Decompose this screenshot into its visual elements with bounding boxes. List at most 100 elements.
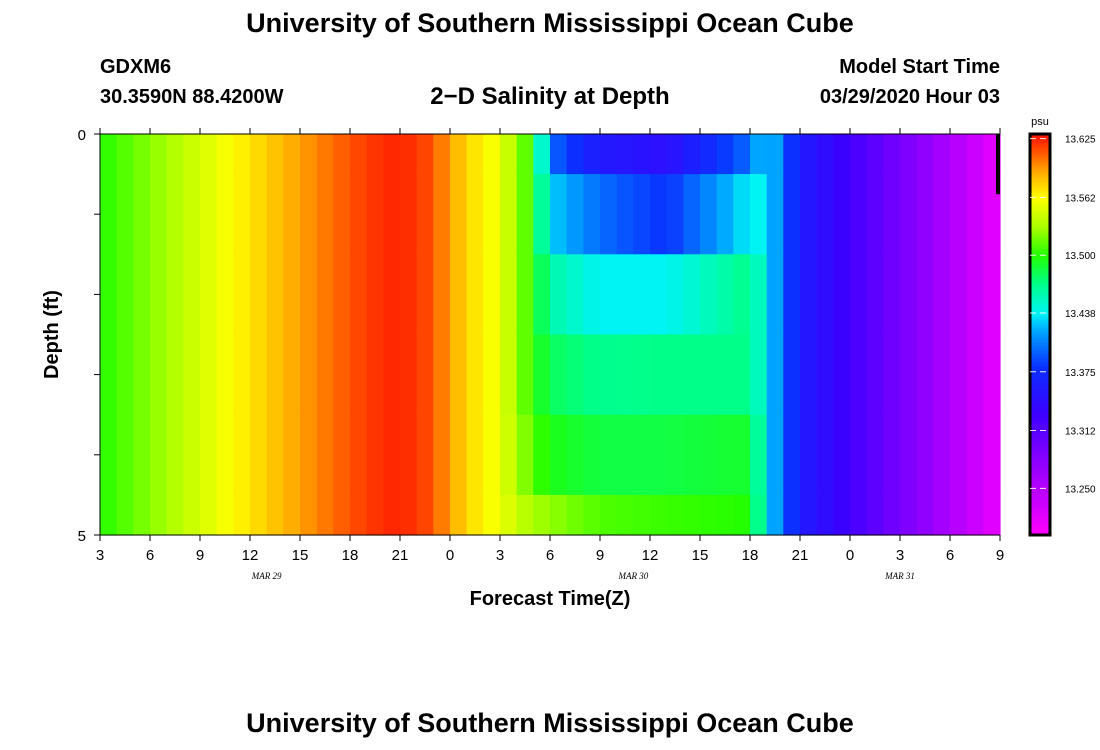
heatmap-cell (483, 134, 501, 175)
heatmap-cell (400, 494, 418, 536)
heatmap-cell (716, 494, 734, 536)
heatmap-cell (700, 134, 718, 175)
x-tick-label: 15 (292, 547, 309, 564)
heatmap-cell (400, 414, 418, 496)
colorbar-tick-label: 13.375 (1065, 368, 1096, 379)
heatmap-cell (416, 334, 434, 416)
heatmap-cell (616, 414, 634, 496)
heatmap-cell (800, 414, 818, 496)
model-start-label: Model Start Time (839, 56, 1000, 78)
heatmap-cell (933, 334, 951, 416)
heatmap-cell (816, 334, 834, 416)
colorbar-segment (1030, 444, 1050, 448)
heatmap-cell (550, 494, 568, 536)
colorbar-segment (1030, 500, 1050, 504)
colorbar-segment (1030, 186, 1050, 189)
heatmap-cell (600, 134, 618, 175)
colorbar-segment (1030, 374, 1050, 378)
heatmap-cell (300, 334, 318, 416)
heatmap-cell (316, 174, 334, 255)
colorbar-segment (1030, 276, 1050, 279)
heatmap-cell (150, 414, 168, 496)
colorbar-segment (1030, 256, 1050, 259)
heatmap-cell (383, 494, 401, 536)
colorbar-segment (1030, 462, 1050, 466)
heatmap-cell (233, 134, 251, 175)
heatmap-cell (883, 134, 901, 175)
colorbar-segment (1030, 180, 1050, 183)
heatmap-cell (400, 254, 418, 336)
heatmap-cell (900, 414, 918, 496)
heatmap-cell (550, 334, 568, 416)
model-start-value: 03/29/2020 Hour 03 (819, 86, 1000, 108)
colorbar-segment (1030, 172, 1050, 175)
heatmap-cell (966, 134, 984, 175)
heatmap-cell (316, 334, 334, 416)
heatmap-cell (466, 174, 484, 255)
heatmap-cell (450, 494, 468, 536)
heatmap-cell (916, 174, 934, 255)
colorbar-segment (1030, 286, 1050, 289)
colorbar-segment (1030, 208, 1050, 211)
colorbar-segment (1030, 232, 1050, 235)
heatmap-cell (533, 254, 551, 336)
colorbar-segment (1030, 296, 1050, 300)
heatmap-cell (150, 254, 168, 336)
heatmap-cell (883, 254, 901, 336)
heatmap-cell (483, 494, 501, 536)
colorbar-segment (1030, 494, 1050, 498)
heatmap-cell (200, 334, 218, 416)
heatmap-cell (700, 334, 718, 416)
heatmap-cell (500, 174, 518, 255)
heatmap-cell (366, 134, 384, 175)
heatmap-cell (683, 254, 701, 336)
heatmap-cell (116, 334, 134, 416)
heatmap-cell (300, 254, 318, 336)
colorbar-tick-label: 13.625 (1065, 135, 1096, 146)
colorbar-segment (1030, 422, 1050, 426)
heatmap-cell (550, 414, 568, 496)
heatmap-cell (850, 334, 868, 416)
x-tick-label: 12 (642, 547, 659, 564)
heatmap-cell (166, 494, 184, 536)
heatmap-cell (683, 334, 701, 416)
heatmap-cell (666, 494, 684, 536)
colorbar-segment (1030, 230, 1050, 233)
heatmap-cell (900, 494, 918, 536)
colorbar-segment (1030, 456, 1050, 460)
colorbar-segment (1030, 264, 1050, 267)
colorbar-segment (1030, 366, 1050, 370)
heatmap-cell (150, 174, 168, 255)
x-tick-label: 18 (342, 547, 359, 564)
colorbar-segment (1030, 144, 1050, 147)
heatmap-cell (683, 494, 701, 536)
colorbar-segment (1030, 344, 1050, 348)
colorbar-segment (1030, 214, 1050, 217)
heatmap-cell (350, 334, 368, 416)
heatmap-cell (433, 254, 451, 336)
heatmap-cell (233, 174, 251, 255)
heatmap-cell (783, 494, 801, 536)
heatmap-cell (400, 134, 418, 175)
heatmap-cell (800, 174, 818, 255)
colorbar-segment (1030, 466, 1050, 470)
heatmap-cell (366, 334, 384, 416)
colorbar-segment (1030, 300, 1050, 304)
heatmap-cell (950, 134, 968, 175)
colorbar-segment (1030, 372, 1050, 376)
colorbar-segment (1030, 140, 1050, 143)
colorbar-segment (1030, 530, 1050, 534)
heatmap-cell (116, 494, 134, 536)
colorbar-segment (1030, 400, 1050, 404)
colorbar-segment (1030, 142, 1050, 145)
colorbar-segment (1030, 440, 1050, 444)
colorbar-segment (1030, 432, 1050, 436)
heatmap-cell (466, 254, 484, 336)
heatmap-cell (216, 174, 234, 255)
colorbar-segment (1030, 182, 1050, 185)
heatmap-cell (533, 494, 551, 536)
heatmap-cell (666, 134, 684, 175)
colorbar-segment (1030, 358, 1050, 362)
heatmap-cell (916, 334, 934, 416)
colorbar-segment (1030, 510, 1050, 514)
